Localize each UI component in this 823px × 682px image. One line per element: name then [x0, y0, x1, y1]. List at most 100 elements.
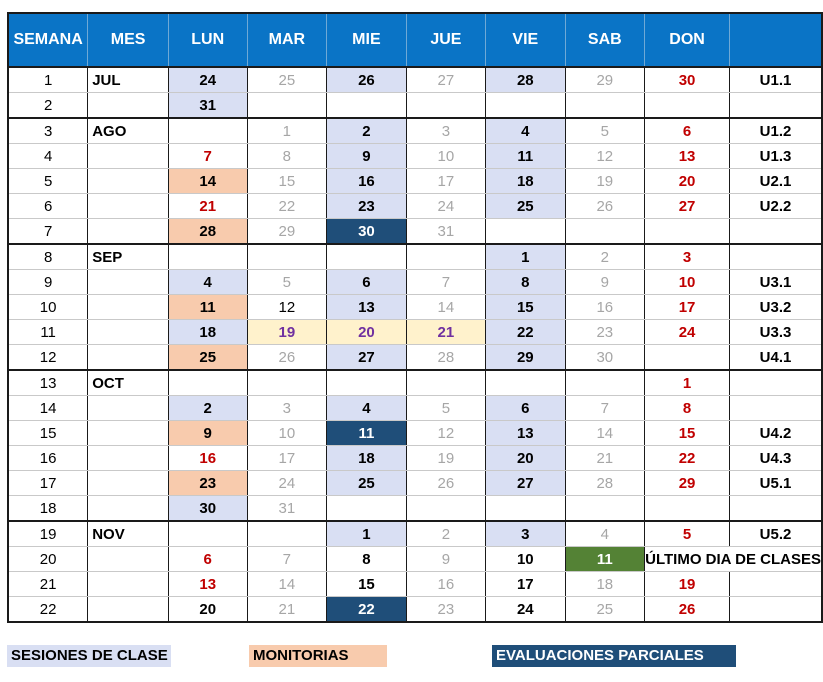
day-cell-jue: [405, 495, 487, 522]
unit-cell: U1.2: [729, 117, 823, 144]
header-unit: [729, 12, 823, 68]
day-cell-jue: 16: [405, 571, 487, 597]
day-cell-jue: 14: [405, 294, 487, 320]
unit-cell: U3.2: [729, 294, 823, 320]
day-cell-mar: [246, 369, 328, 396]
day-cell-mar: 3: [246, 395, 328, 421]
table-row: 1 JUL 24 25 26 27 28 29 30 U1.1: [7, 66, 823, 93]
week-number-cell: 13: [7, 369, 89, 396]
month-cell: [87, 596, 169, 623]
last-class-day-note: ÚLTIMO DIA DE CLASES: [644, 546, 823, 572]
day-cell-vie: 24: [485, 596, 566, 623]
day-cell-vie: 13: [485, 420, 566, 446]
day-cell-lun: 25: [167, 344, 248, 371]
week-number-cell: 5: [7, 168, 89, 194]
table-row: 19 NOV 1 2 3 4 5 U5.2: [7, 520, 823, 547]
day-cell-jue: 12: [405, 420, 487, 446]
month-cell: [87, 218, 169, 245]
day-cell-don: 5: [644, 520, 730, 547]
day-cell-mar: 21: [246, 596, 328, 623]
day-cell-lun: 4: [167, 269, 248, 295]
day-cell-vie: 25: [485, 193, 566, 219]
legend-evaluaciones-parciales: EVALUACIONES PARCIALES: [492, 645, 736, 667]
day-cell-lun: 31: [167, 92, 248, 119]
week-number-cell: 3: [7, 117, 89, 144]
day-cell-sab: 12: [564, 143, 646, 169]
day-cell-vie: 22: [485, 319, 566, 345]
day-cell-vie: 1: [485, 243, 566, 270]
month-cell: [87, 143, 169, 169]
week-number-cell: 2: [7, 92, 89, 119]
table-row: 13 OCT 1: [7, 369, 823, 396]
day-cell-jue: 17: [405, 168, 487, 194]
day-cell-lun: 30: [167, 495, 248, 522]
unit-cell: U1.1: [729, 66, 823, 93]
week-number-cell: 12: [7, 344, 89, 371]
day-cell-lun: 11: [167, 294, 248, 320]
day-cell-mie: 11: [326, 420, 407, 446]
day-cell-mie: 26: [326, 66, 407, 93]
week-number-cell: 7: [7, 218, 89, 245]
day-cell-sab: 26: [564, 193, 646, 219]
day-cell-jue: [405, 369, 487, 396]
table-row: 4 7 8 9 10 11 12 13 U1.3: [7, 143, 823, 169]
day-cell-vie: 11: [485, 143, 566, 169]
week-number-cell: 17: [7, 470, 89, 496]
month-cell: [87, 269, 169, 295]
unit-cell: U5.1: [729, 470, 823, 496]
legend-sesiones-de-clase: SESIONES DE CLASE: [7, 645, 171, 667]
table-row: 20 6 7 8 9 10 11 ÚLTIMO DIA DE CLASES: [7, 546, 823, 572]
unit-cell: [729, 495, 823, 522]
day-cell-don: 24: [644, 319, 730, 345]
month-cell: [87, 495, 169, 522]
header-mar: MAR: [246, 12, 328, 68]
table-row: 2 31: [7, 92, 823, 119]
day-cell-sab: [564, 369, 646, 396]
table-row: 12 25 26 27 28 29 30 U4.1: [7, 344, 823, 371]
day-cell-vie: 28: [485, 66, 566, 93]
day-cell-sab: 30: [564, 344, 646, 371]
day-cell-mar: 7: [246, 546, 328, 572]
day-cell-lun: 28: [167, 218, 248, 245]
table-row: 18 30 31: [7, 495, 823, 522]
day-cell-mie: 4: [326, 395, 407, 421]
day-cell-mie: 27: [326, 344, 407, 371]
header-mes: MES: [87, 12, 169, 68]
day-cell-jue: [405, 92, 487, 119]
week-number-cell: 19: [7, 520, 89, 547]
day-cell-jue: 3: [405, 117, 487, 144]
day-cell-don: 6: [644, 117, 730, 144]
table-row: 10 11 12 13 14 15 16 17 U3.2: [7, 294, 823, 320]
day-cell-mie: [326, 369, 407, 396]
day-cell-mar: 14: [246, 571, 328, 597]
day-cell-don: 10: [644, 269, 730, 295]
day-cell-sab: 28: [564, 470, 646, 496]
day-cell-mar: 29: [246, 218, 328, 245]
month-cell: [87, 319, 169, 345]
day-cell-sab: 4: [564, 520, 646, 547]
day-cell-mie: [326, 495, 407, 522]
table-row: 7 28 29 30 31: [7, 218, 823, 245]
day-cell-don: [644, 92, 730, 119]
day-cell-vie: 8: [485, 269, 566, 295]
day-cell-mar: 24: [246, 470, 328, 496]
day-cell-don: [644, 495, 730, 522]
unit-cell: [729, 92, 823, 119]
unit-cell: U1.3: [729, 143, 823, 169]
table-row: 15 9 10 11 12 13 14 15 U4.2: [7, 420, 823, 446]
day-cell-sab: 2: [564, 243, 646, 270]
month-cell: SEP: [87, 243, 169, 270]
day-cell-sab: 9: [564, 269, 646, 295]
unit-cell: [729, 571, 823, 597]
table-row: 5 14 15 16 17 18 19 20 U2.1: [7, 168, 823, 194]
month-cell: [87, 420, 169, 446]
day-cell-don: 8: [644, 395, 730, 421]
table-row: 22 20 21 22 23 24 25 26: [7, 596, 823, 623]
day-cell-sab: [564, 92, 646, 119]
day-cell-jue: 23: [405, 596, 487, 623]
day-cell-don: 15: [644, 420, 730, 446]
day-cell-mie: 15: [326, 571, 407, 597]
month-cell: [87, 344, 169, 371]
day-cell-mar: 10: [246, 420, 328, 446]
day-cell-jue: 19: [405, 445, 487, 471]
